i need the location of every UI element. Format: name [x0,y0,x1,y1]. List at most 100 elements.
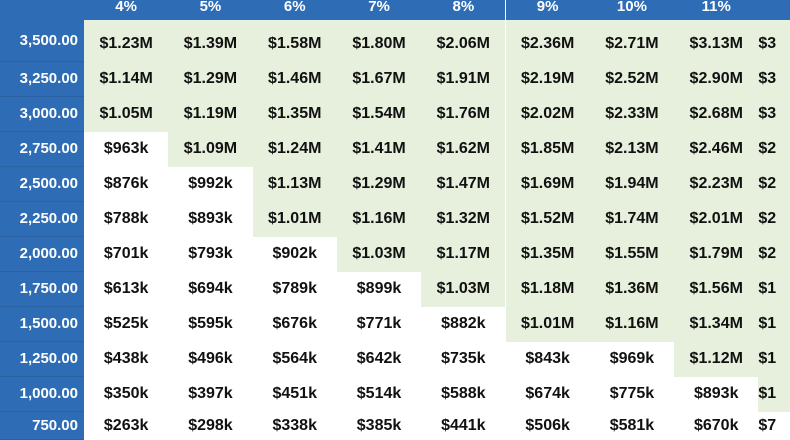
table-cell[interactable]: $893k [674,376,759,412]
table-cell[interactable]: $385k [336,411,422,440]
table-cell[interactable]: $1.56M [674,271,759,307]
column-header[interactable]: 6% [252,0,337,20]
table-cell[interactable]: $1.23M [84,20,169,62]
table-cell[interactable]: $1.85M [505,131,590,167]
table-cell[interactable]: $1.79M [674,236,759,272]
row-header[interactable]: 2,250.00 [0,201,84,237]
table-cell[interactable]: $1.03M [421,271,506,307]
table-cell[interactable]: $902k [252,236,337,272]
table-cell[interactable]: $595k [168,306,253,342]
table-cell[interactable]: $1 [758,341,790,377]
column-header[interactable]: 7% [336,0,422,20]
table-cell[interactable]: $1.35M [252,96,337,132]
table-cell[interactable]: $1.09M [168,131,253,167]
table-cell[interactable]: $1.19M [168,96,253,132]
corner-cell[interactable] [0,0,84,20]
column-header[interactable]: 10% [589,0,675,20]
table-cell[interactable]: $525k [84,306,169,342]
table-cell[interactable]: $3.13M [674,20,759,62]
table-cell[interactable]: $1 [758,376,790,412]
table-cell[interactable]: $581k [589,411,675,440]
row-header[interactable]: 2,500.00 [0,166,84,202]
table-cell[interactable]: $1.91M [421,61,506,97]
table-cell[interactable]: $2.52M [589,61,675,97]
table-cell[interactable]: $1.16M [336,201,422,237]
table-cell[interactable]: $1.03M [336,236,422,272]
table-cell[interactable]: $642k [336,341,422,377]
table-cell[interactable]: $969k [589,341,675,377]
table-cell[interactable]: $3 [758,20,790,62]
table-cell[interactable]: $1.13M [252,166,337,202]
table-cell[interactable]: $771k [336,306,422,342]
row-header[interactable]: 1,250.00 [0,341,84,377]
table-cell[interactable]: $876k [84,166,169,202]
table-cell[interactable]: $350k [84,376,169,412]
table-cell[interactable]: $893k [168,201,253,237]
table-cell[interactable]: $992k [168,166,253,202]
table-cell[interactable]: $263k [84,411,169,440]
table-cell[interactable]: $441k [421,411,506,440]
table-cell[interactable]: $1.58M [252,20,337,62]
table-cell[interactable]: $1.62M [421,131,506,167]
table-cell[interactable]: $735k [421,341,506,377]
table-cell[interactable]: $451k [252,376,337,412]
column-header[interactable]: 4% [84,0,169,20]
column-header[interactable]: 9% [505,0,590,20]
table-cell[interactable]: $1.34M [674,306,759,342]
row-header[interactable]: 3,250.00 [0,61,84,97]
table-cell[interactable]: $1.39M [168,20,253,62]
table-cell[interactable]: $1.52M [505,201,590,237]
row-header[interactable]: 1,500.00 [0,306,84,342]
table-cell[interactable]: $588k [421,376,506,412]
table-cell[interactable]: $899k [336,271,422,307]
table-cell[interactable]: $338k [252,411,337,440]
table-cell[interactable]: $1.76M [421,96,506,132]
table-cell[interactable]: $1.67M [336,61,422,97]
table-cell[interactable]: $438k [84,341,169,377]
table-cell[interactable]: $2.90M [674,61,759,97]
table-cell[interactable]: $674k [505,376,590,412]
table-cell[interactable]: $1.17M [421,236,506,272]
table-cell[interactable]: $613k [84,271,169,307]
table-cell[interactable]: $397k [168,376,253,412]
table-cell[interactable]: $1.55M [589,236,675,272]
table-cell[interactable]: $1.46M [252,61,337,97]
table-cell[interactable]: $2 [758,166,790,202]
table-cell[interactable]: $7 [758,411,790,440]
table-cell[interactable]: $1.54M [336,96,422,132]
table-cell[interactable]: $788k [84,201,169,237]
table-cell[interactable]: $1.18M [505,271,590,307]
table-cell[interactable]: $1.01M [252,201,337,237]
table-cell[interactable]: $1.35M [505,236,590,272]
table-cell[interactable]: $2.23M [674,166,759,202]
row-header[interactable]: 2,750.00 [0,131,84,167]
table-cell[interactable]: $1.29M [168,61,253,97]
table-cell[interactable]: $1.36M [589,271,675,307]
table-cell[interactable]: $2 [758,131,790,167]
table-cell[interactable]: $2.36M [505,20,590,62]
table-cell[interactable]: $789k [252,271,337,307]
table-cell[interactable]: $1.16M [589,306,675,342]
table-cell[interactable]: $701k [84,236,169,272]
row-header[interactable]: 750.00 [0,411,84,440]
table-cell[interactable]: $843k [505,341,590,377]
table-cell[interactable]: $676k [252,306,337,342]
row-header[interactable]: 3,500.00 [0,20,84,62]
table-cell[interactable]: $2.68M [674,96,759,132]
column-header[interactable] [758,0,790,20]
row-header[interactable]: 2,000.00 [0,236,84,272]
table-cell[interactable]: $2.13M [589,131,675,167]
table-cell[interactable]: $2.46M [674,131,759,167]
table-cell[interactable]: $1.14M [84,61,169,97]
column-header[interactable]: 8% [421,0,506,20]
table-cell[interactable]: $2.01M [674,201,759,237]
table-cell[interactable]: $2 [758,236,790,272]
column-header[interactable]: 11% [674,0,759,20]
table-cell[interactable]: $793k [168,236,253,272]
table-cell[interactable]: $882k [421,306,506,342]
row-header[interactable]: 1,000.00 [0,376,84,412]
table-cell[interactable]: $1.12M [674,341,759,377]
table-cell[interactable]: $2.02M [505,96,590,132]
column-header[interactable]: 5% [168,0,253,20]
table-cell[interactable]: $564k [252,341,337,377]
